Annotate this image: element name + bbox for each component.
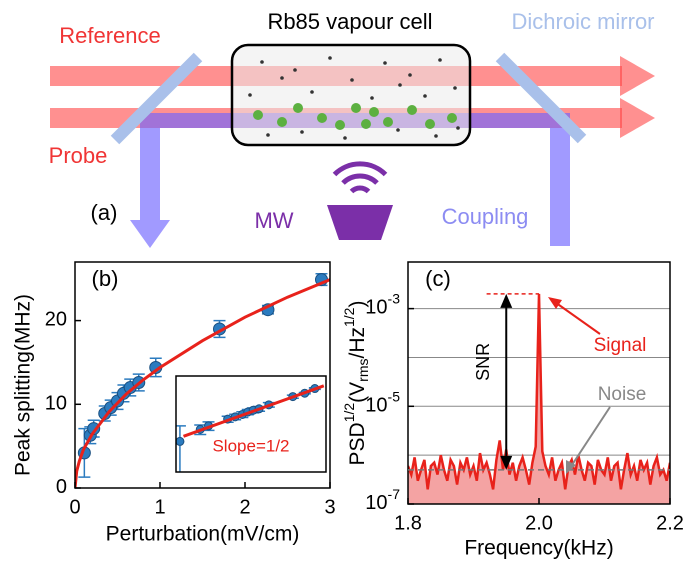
annotation: Slope=1/2 [212,436,289,455]
label: Dichroic mirror [512,9,655,34]
tick-text: 10 [45,393,67,415]
point [176,436,185,446]
line [75,278,330,488]
axes-frame [74,261,331,489]
panel-label: (c) [425,266,451,291]
y-tick-label: 10-7 [365,486,400,515]
tick-base: 10 [365,492,387,514]
mirror [495,52,587,144]
tick-base: 10 [365,297,387,319]
mirror [110,52,203,145]
x-axis-label: Frequency(kHz) [464,537,613,560]
label: Rb85 vapour cell [267,9,432,34]
label: Coupling [442,204,529,229]
mw-waves [332,161,388,194]
mw-horn [327,205,393,240]
x-tick-label: 1.8 [394,512,422,534]
tick-exponent: -5 [388,388,401,404]
x-tick-label: 2.0 [525,512,553,534]
tick-text: 20 [45,309,67,331]
x-tick-label: 3 [324,496,335,518]
chart: 1.8 2.0 2.210-710-510-3(c)Frequency(kHz)PS… [341,261,684,560]
atoms [253,103,457,130]
label-part: (V [346,382,369,403]
y-tick-label: 20 [45,309,67,331]
arrow-head [500,293,513,308]
error-bar [176,425,186,472]
reference-arrow [620,56,655,96]
probe-arrow [620,98,655,138]
x-tick-label: 2.2 [656,512,684,534]
axes-frame [175,375,327,473]
annotation: Signal [594,335,647,356]
y-tick-label: 10-3 [365,290,400,319]
label: Reference [59,23,161,48]
coupling-beam [550,128,570,246]
arrow-head [548,297,562,309]
tick-text: 0 [56,476,67,498]
coupling-arrow [130,220,170,248]
label-part: 1/2 [341,403,357,423]
y-axis-label: PSD1/2(Vrms/Hz1/2) [341,301,371,466]
series [75,272,330,488]
coupling-beam [140,128,160,220]
diagram: Rb85 vapour cell Dichroic mirror Referen… [49,9,655,248]
arrow-head [566,460,576,474]
area [408,293,670,504]
y-axis-label: Peak splitting(MHz) [12,294,35,476]
charts: 0 1 2 3 0 10 20 (b) Perturbation(mV/cm) Peak spli… [12,261,684,560]
tick-exponent: -7 [388,486,401,502]
x-tick-label: 2 [239,496,250,518]
tick-base: 10 [365,395,387,417]
pointer [569,406,611,469]
chart: Slope=1/2 [175,375,327,473]
x-tick-label: 0 [69,496,80,518]
y-tick-label: 0 [56,476,67,498]
panel-label: (a) [91,200,118,225]
x-axis-label: Perturbation(mV/cm) [106,523,300,546]
arrow-head [500,455,513,470]
label-part: /Hz [346,327,369,359]
panel-label: (b) [92,266,119,291]
tick-exponent: -3 [388,290,401,306]
y-tick-label: 10-5 [365,388,400,417]
label-part: 1/2 [341,307,357,327]
label: Probe [49,143,108,168]
atoms [248,56,460,140]
line [182,384,325,438]
x-tick-label: 1 [154,496,165,518]
label-part: PSD [346,422,369,465]
y-tick-label: 10 [45,393,67,415]
label: MW [254,208,293,233]
label-part: ) [346,301,369,308]
series [176,384,325,472]
vapour-cell [230,43,472,147]
pointer [551,299,601,335]
label-part: rms [355,358,371,381]
annotation: SNR [473,343,493,381]
annotation: Noise [598,384,647,405]
